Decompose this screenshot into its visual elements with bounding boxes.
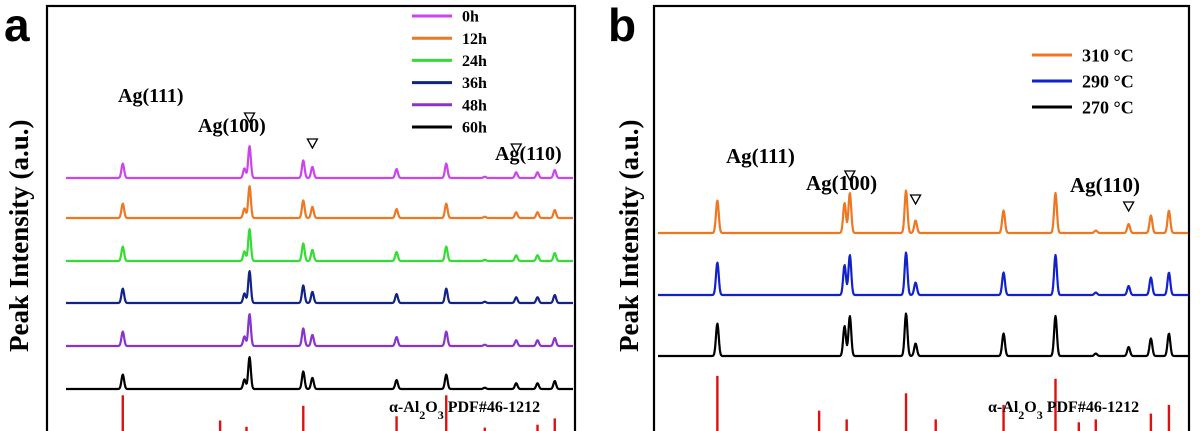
panel-a-letter: a (4, 0, 30, 51)
triangle-marker-icon (843, 170, 856, 182)
panel-a-frame (45, 4, 577, 431)
reference-label: α-Al2O3 PDF#46-1212 (988, 399, 1139, 422)
series-trace-290C (657, 251, 1189, 297)
series-trace-36h (65, 270, 574, 305)
legend-label: 48h (462, 97, 487, 114)
legend-label: 60h (462, 120, 487, 137)
panel-b-legend: 310 °C 290 °C 270 °C (1032, 45, 1134, 117)
legend-label: 290 °C (1082, 71, 1134, 91)
triangle-marker-icon (243, 112, 256, 124)
annotation-label: Ag(111) (118, 85, 184, 107)
annotation-label: Ag(111) (726, 144, 795, 168)
panel-b-chart: α-Al2O3 PDF#46-1212 Ag(111) Ag(100) Ag(110)… (652, 4, 1191, 431)
series-trace-270C (657, 312, 1189, 358)
annotation-label: Ag(110) (1070, 173, 1140, 197)
triangle-marker-icon (510, 143, 523, 155)
legend-label: 12h (462, 31, 487, 48)
series-trace-48h (65, 313, 574, 348)
series-trace-24h (65, 228, 574, 263)
panel-b-letter: b (608, 0, 637, 51)
legend-label: 36h (462, 75, 487, 92)
panel-b-frame (652, 4, 1191, 431)
annotation-label: Ag(110) (495, 143, 562, 165)
series-trace-0h (65, 145, 574, 180)
triangle-marker-icon (1122, 201, 1135, 213)
series-trace-12h (65, 185, 574, 220)
reference-label: α-Al2O3 PDF#46-1212 (389, 399, 540, 422)
annotation-label: Ag(100) (198, 115, 266, 137)
triangle-marker-icon (909, 194, 922, 206)
legend-label: 310 °C (1082, 45, 1134, 65)
series-trace-60h (65, 356, 574, 391)
legend-label: 270 °C (1082, 97, 1134, 117)
panel-a-chart: α-Al2O3 PDF#46-1212 Ag(111) Ag(100) Ag(110)… (45, 4, 577, 431)
panel-a-legend: 0h 12h 24h 36h 48h 60h (412, 9, 487, 137)
series-trace-310C (657, 189, 1189, 235)
annotation-label: Ag(100) (806, 171, 877, 195)
legend-label: 0h (462, 9, 479, 26)
triangle-marker-icon (306, 138, 319, 150)
legend-label: 24h (462, 53, 487, 70)
